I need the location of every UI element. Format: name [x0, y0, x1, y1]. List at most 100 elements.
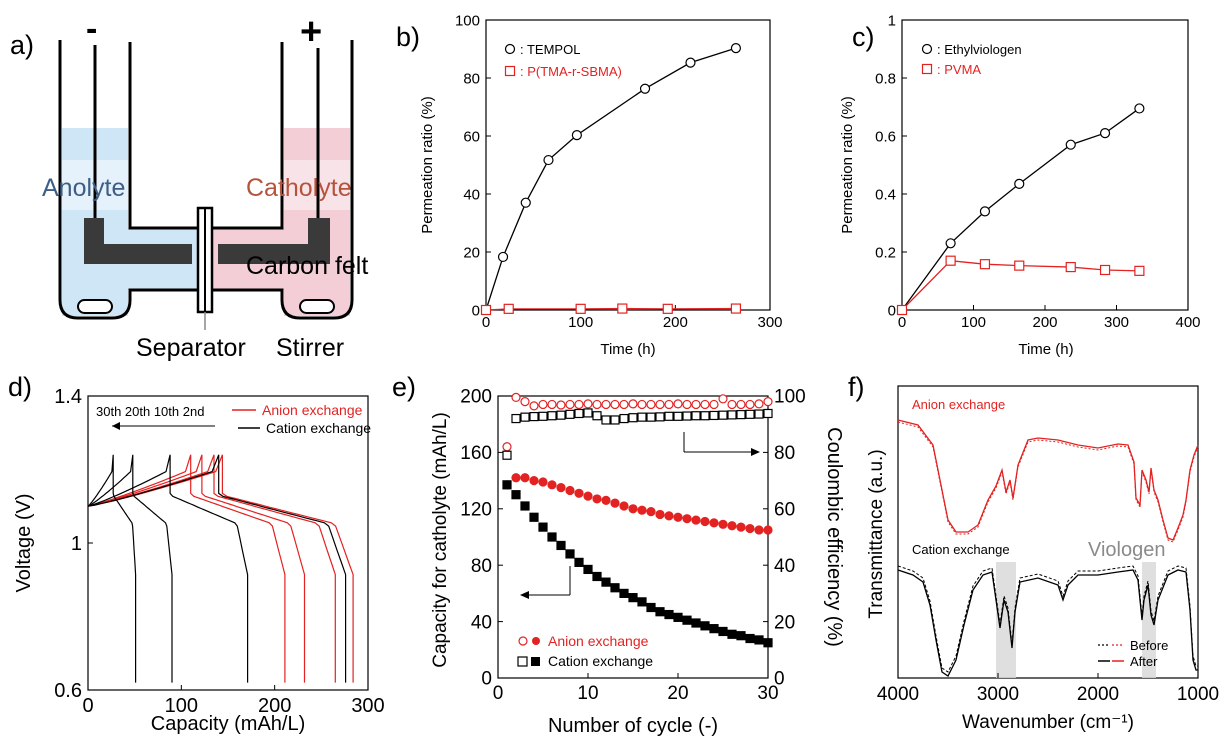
data-point	[745, 399, 755, 410]
y-tick-label: 0.6	[875, 128, 896, 145]
panel-e-label: e)	[392, 372, 416, 402]
data-point	[1099, 128, 1111, 139]
data-point	[736, 631, 746, 641]
panel-f-frame	[897, 385, 1199, 679]
panel-f-highlights	[996, 562, 1156, 678]
data-point	[730, 303, 742, 314]
x-tick-label: 100	[165, 695, 198, 717]
voltage-curve	[87, 454, 173, 683]
panel-d-ticks: 0 100 200 300 0.6 1 1.4	[54, 386, 385, 717]
data-point	[565, 399, 575, 410]
data-point	[691, 618, 701, 628]
data-point	[709, 624, 719, 634]
y2-tick-label: 80	[774, 443, 795, 464]
x-tick-label: 300	[351, 695, 384, 717]
data-point	[646, 399, 656, 410]
data-point	[529, 411, 539, 422]
y-tick-label: 0.8	[875, 70, 896, 87]
data-point	[556, 400, 566, 410]
x-tick-label: 2000	[1077, 684, 1119, 705]
data-point	[745, 523, 755, 534]
data-point	[583, 408, 593, 418]
data-point	[480, 304, 492, 316]
cycle-arrow-head	[112, 422, 120, 430]
data-point	[736, 522, 746, 532]
data-point	[727, 410, 737, 420]
data-point	[727, 399, 737, 410]
data-point	[574, 399, 584, 410]
data-point	[619, 413, 629, 424]
data-point	[502, 480, 512, 490]
data-point	[763, 408, 773, 419]
panel-e-chart: e) Number of cycle (-) Capacity for cath…	[392, 372, 845, 736]
legend-pvma: : PVMA	[937, 62, 981, 77]
data-point	[637, 597, 647, 607]
catholyte-stirrer	[299, 299, 335, 314]
panel-b-frame	[485, 19, 771, 311]
data-point	[511, 413, 521, 424]
y-tick-label: 200	[460, 387, 492, 408]
voltage-curve	[87, 454, 336, 683]
legend-before: Before	[1130, 638, 1168, 653]
anode-carbon-felt	[84, 218, 192, 264]
data-point	[646, 507, 656, 517]
legend-marker-cation-open	[517, 656, 528, 667]
data-point	[763, 638, 773, 648]
data-point	[709, 410, 719, 421]
data-point	[556, 483, 566, 493]
x-tick-label: 0	[898, 314, 906, 331]
data-point	[682, 411, 692, 421]
data-point	[1014, 260, 1025, 271]
data-point	[718, 394, 728, 404]
x-tick-label: 200	[1032, 314, 1057, 331]
data-point	[736, 399, 746, 410]
data-point	[565, 485, 575, 496]
data-point	[945, 238, 956, 249]
legend-marker-tempol	[504, 43, 516, 55]
y2-tick-label: 40	[774, 556, 795, 577]
data-point	[664, 399, 674, 410]
y-tick-label: 100	[455, 12, 480, 29]
data-point	[700, 516, 710, 527]
data-point	[1134, 265, 1145, 276]
data-point	[617, 303, 628, 314]
data-point	[691, 515, 701, 525]
data-point	[673, 399, 683, 409]
anolyte-stirrer	[77, 299, 113, 314]
panel-c-label: c)	[852, 22, 875, 52]
data-point	[529, 476, 539, 486]
data-point	[610, 498, 620, 508]
minus-sign: -	[86, 10, 97, 48]
data-point	[1065, 139, 1076, 150]
y-tick-label: 0	[472, 302, 480, 319]
y-tick-label: 80	[471, 556, 492, 577]
series-line	[485, 47, 737, 311]
data-point	[664, 609, 674, 620]
data-point	[655, 399, 665, 410]
panel-c-series	[896, 103, 1145, 316]
data-point	[565, 549, 575, 559]
x-tick-label: 200	[663, 314, 688, 331]
data-point	[574, 488, 584, 498]
data-point	[727, 521, 737, 531]
x-tick-label: 1000	[1177, 684, 1219, 705]
data-point	[673, 411, 683, 421]
voltage-curve	[87, 454, 137, 683]
data-point	[497, 251, 509, 263]
data-point	[896, 304, 908, 316]
data-point	[538, 399, 548, 410]
data-point	[664, 511, 674, 521]
legend-marker-anion-filled	[532, 637, 540, 645]
panel-f-xlabel: Wavenumber (cm⁻¹)	[962, 712, 1134, 733]
data-point	[538, 522, 548, 532]
data-point	[574, 408, 584, 419]
data-point	[673, 512, 683, 522]
data-point	[700, 621, 710, 631]
panel-c-chart: c) Time (h) Permeation ratio (%) 0 100 200…	[839, 12, 1201, 358]
data-point	[592, 571, 602, 582]
cell-outline	[58, 40, 354, 320]
legend-ethylviologen: : Ethylviologen	[937, 42, 1022, 57]
data-point	[538, 411, 548, 421]
carbon-felt-label: Carbon felt	[246, 252, 368, 280]
panel-f-series	[897, 419, 1199, 677]
